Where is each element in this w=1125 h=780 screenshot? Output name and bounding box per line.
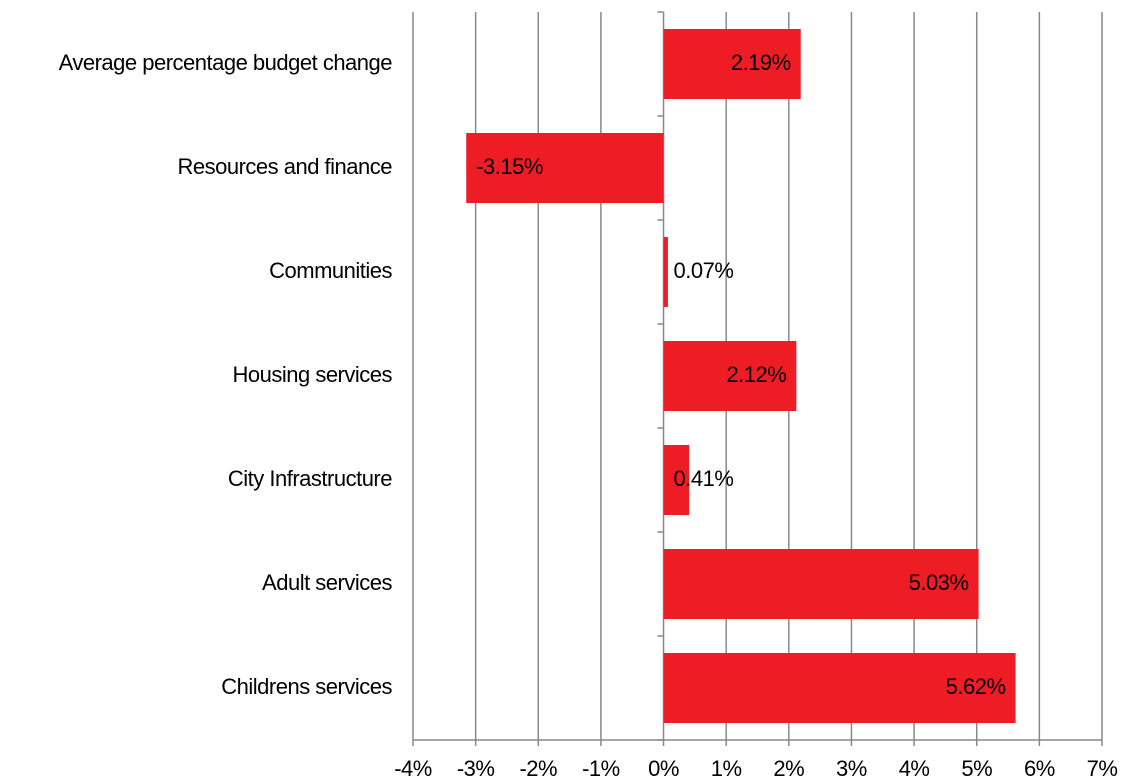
bar: [663, 653, 1016, 723]
x-tick-label: 2%: [773, 756, 804, 780]
x-tick-label: -1%: [582, 756, 620, 780]
value-label: 0.41%: [674, 466, 734, 491]
y-tick-label: Resources and finance: [177, 154, 392, 179]
x-tick-label: -3%: [457, 756, 495, 780]
bar: [663, 29, 801, 99]
x-tick-label: -4%: [394, 756, 432, 780]
x-tick-label: 1%: [711, 756, 742, 780]
y-tick-label: Average percentage budget change: [59, 50, 393, 75]
y-tick-label: Childrens services: [221, 674, 392, 699]
x-tick-label: 0%: [648, 756, 679, 780]
value-label: 5.62%: [946, 674, 1006, 699]
bar: [466, 133, 664, 203]
bar: [663, 445, 690, 515]
x-tick-label: 6%: [1024, 756, 1055, 780]
value-label: 5.03%: [909, 570, 969, 595]
x-tick-label: 3%: [836, 756, 867, 780]
x-tick-label: -2%: [519, 756, 557, 780]
value-label: 2.12%: [726, 362, 786, 387]
value-label: -3.15%: [476, 154, 543, 179]
x-tick-label: 5%: [961, 756, 992, 780]
y-tick-label: Adult services: [262, 570, 392, 595]
x-tick-label: 7%: [1087, 756, 1118, 780]
y-tick-label: Communities: [269, 258, 392, 283]
bar: [663, 341, 797, 411]
bar: [663, 237, 668, 307]
bar: [663, 549, 979, 619]
x-tick-label: 4%: [899, 756, 930, 780]
y-tick-label: City Infrastructure: [228, 466, 392, 491]
value-label: 2.19%: [731, 50, 791, 75]
y-tick-label: Housing services: [232, 362, 392, 387]
value-label: 0.07%: [674, 258, 734, 283]
